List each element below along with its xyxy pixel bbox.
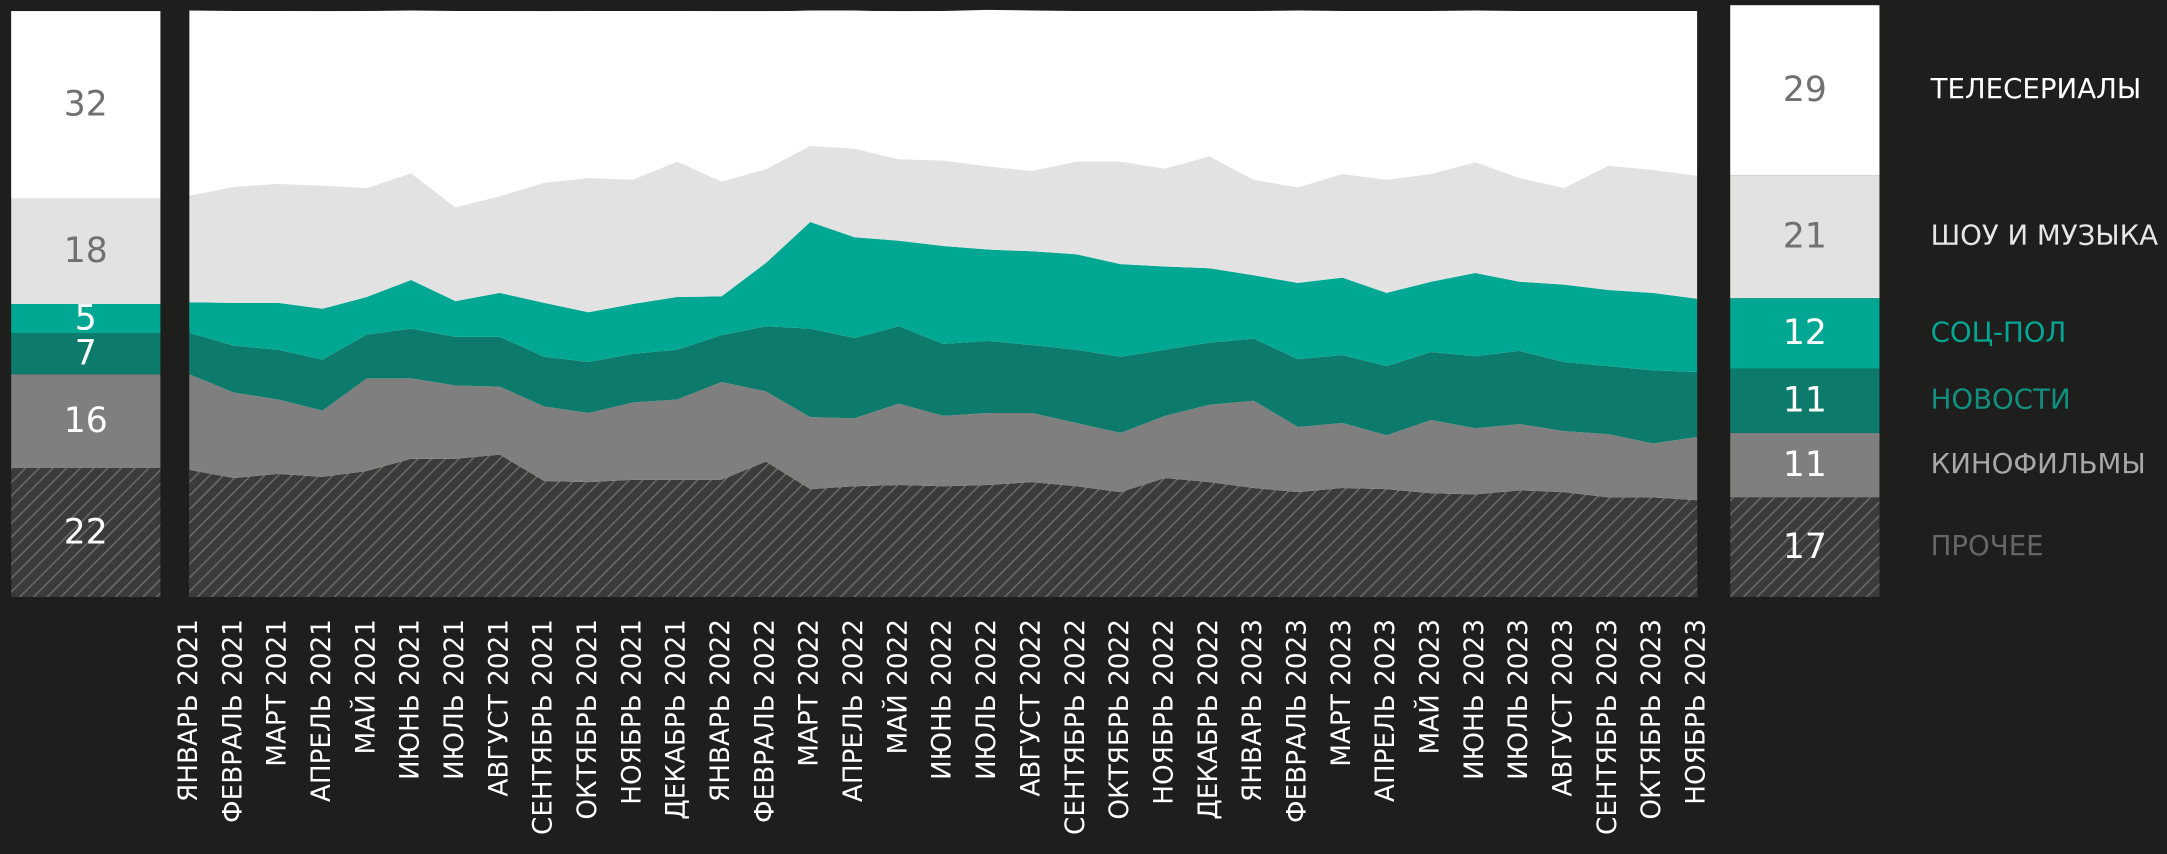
area: [189, 145, 1698, 313]
side-bar-label: 16: [64, 401, 108, 441]
x-tick-label: ИЮНЬ 2022: [928, 619, 958, 780]
side-bar-label: 5: [75, 299, 97, 339]
legend-label: ТЕЛЕСЕРИАЛЫ: [1930, 72, 2142, 105]
x-tick-label: МАРТ 2023: [1327, 619, 1357, 767]
x-tick-label: НОЯБРЬ 2023: [1682, 619, 1712, 805]
side-bar-label: 7: [75, 334, 97, 374]
legend-label: КИНОФИЛЬМЫ: [1931, 447, 2146, 480]
x-tick-label: ИЮЛЬ 2023: [1504, 619, 1534, 780]
x-tick-label: СЕНТЯБРЬ 2022: [1061, 619, 1091, 835]
x-tick-label: ИЮНЬ 2023: [1460, 619, 1490, 780]
side-bar-segment: [11, 198, 161, 305]
side-bar-segment: [1730, 497, 1880, 597]
side-bar-label: 12: [1783, 313, 1827, 353]
side-bar-segment: [1730, 175, 1880, 299]
x-tick-label: ОКТЯБРЬ 2021: [573, 619, 603, 820]
x-tick-label: АВГУСТ 2023: [1549, 619, 1579, 796]
x-tick-label: ДЕКАБРЬ 2022: [1194, 619, 1224, 820]
x-tick-label: НОЯБРЬ 2021: [617, 619, 647, 805]
x-tick-label: ЯНВАРЬ 2023: [1238, 619, 1268, 802]
x-tick-label: ИЮНЬ 2021: [396, 619, 426, 780]
x-tick-label: ИЮЛЬ 2022: [972, 619, 1002, 780]
side-bar-label: 22: [64, 512, 108, 552]
legend-label: ПРОЧЕЕ: [1931, 529, 2044, 562]
legend-label: СОЦ-ПОЛ: [1931, 315, 2067, 348]
side-bar-segment: [1730, 432, 1880, 498]
area: [189, 374, 1698, 501]
x-tick-label: ОКТЯБРЬ 2022: [1105, 619, 1135, 820]
area: [189, 326, 1698, 444]
x-tick-label: МАЙ 2023: [1414, 619, 1446, 754]
x-tick-label: МАЙ 2022: [881, 619, 913, 754]
x-tick-label: ОКТЯБРЬ 2023: [1637, 619, 1667, 820]
x-tick-label: ФЕВРАЛЬ 2021: [218, 619, 248, 823]
side-bar-segment: [11, 374, 161, 469]
x-tick-label: МАРТ 2022: [795, 619, 825, 767]
x-tick-label: АВГУСТ 2022: [1016, 619, 1046, 796]
x-tick-label: СЕНТЯБРЬ 2021: [529, 619, 559, 835]
side-bar-segment: [11, 468, 161, 597]
x-tick-label: СЕНТЯБРЬ 2023: [1593, 619, 1623, 835]
x-tick-label: НОЯБРЬ 2022: [1149, 619, 1179, 805]
side-bar-segment: [11, 333, 161, 375]
side-bar-segment: [1730, 298, 1880, 369]
side-bar-segment: [1730, 368, 1880, 433]
x-tick-label: ДЕКАБРЬ 2021: [662, 619, 692, 820]
legend-label: НОВОСТИ: [1931, 383, 2071, 416]
side-bar-label: 17: [1783, 527, 1827, 567]
x-tick-label: ФЕВРАЛЬ 2023: [1282, 619, 1312, 823]
x-tick-label: АВГУСТ 2021: [484, 619, 514, 796]
x-tick-label: ЯНВАРЬ 2021: [174, 619, 204, 802]
side-bar-segment: [11, 304, 161, 334]
legend-label: ШОУ И МУЗЫКА: [1931, 219, 2159, 252]
side-bar-label: 11: [1783, 445, 1827, 485]
x-tick-label: АПРЕЛЬ 2023: [1371, 619, 1401, 802]
area: [189, 9, 1698, 208]
side-bar-label: 29: [1783, 70, 1827, 110]
area: [189, 454, 1698, 597]
x-tick-label: АПРЕЛЬ 2022: [839, 619, 869, 802]
side-bar-label: 18: [64, 231, 108, 271]
x-tick-label: ИЮЛЬ 2021: [440, 619, 470, 780]
x-tick-label: ЯНВАРЬ 2022: [706, 619, 736, 802]
x-tick-label: МАРТ 2021: [263, 619, 293, 767]
x-tick-label: МАЙ 2021: [349, 619, 381, 754]
side-bar-label: 21: [1783, 217, 1827, 257]
side-bar-segment: [1730, 5, 1880, 176]
side-bar-label: 32: [64, 85, 108, 125]
side-bar-segment: [11, 11, 161, 199]
side-bar-label: 11: [1783, 381, 1827, 421]
x-tick-label: АПРЕЛЬ 2021: [307, 619, 337, 802]
x-tick-label: ФЕВРАЛЬ 2022: [750, 619, 780, 823]
area: [189, 221, 1698, 372]
